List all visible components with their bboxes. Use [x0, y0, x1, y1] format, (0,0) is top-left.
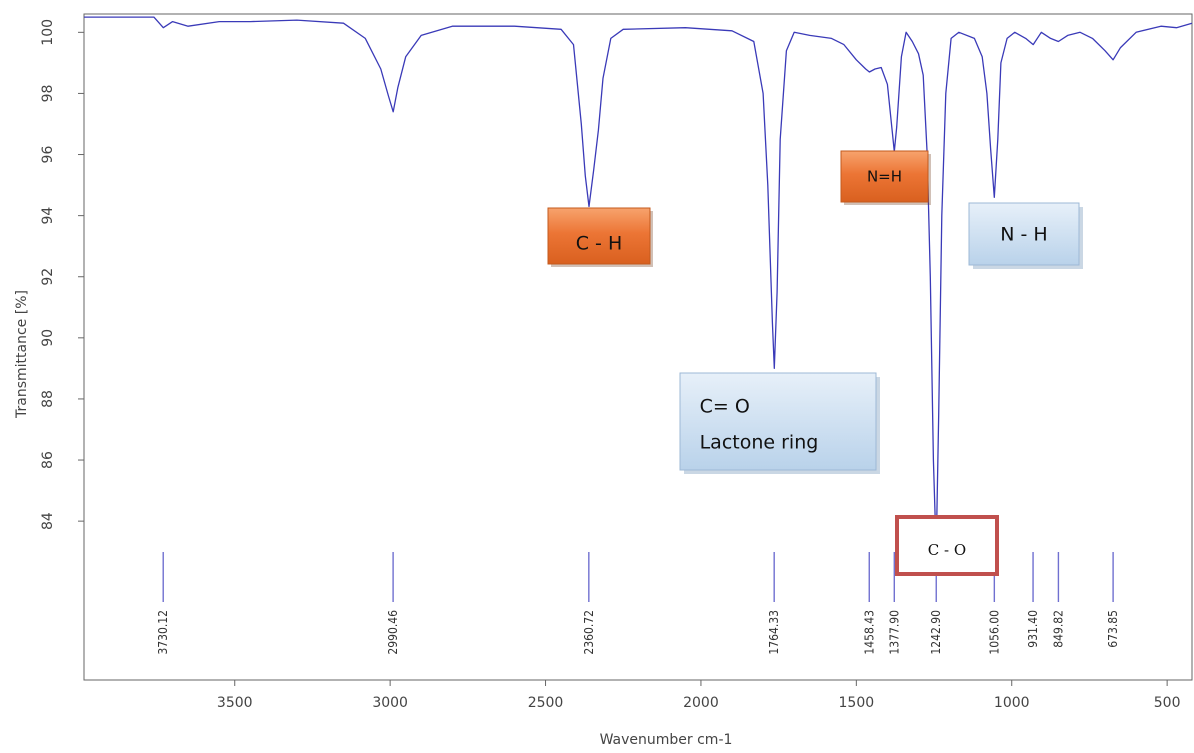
peak-label: 1764.33 — [767, 610, 781, 655]
annotation-box — [895, 515, 999, 576]
x-tick-label: 3500 — [217, 695, 253, 711]
x-tick-label: 1500 — [839, 695, 875, 711]
peak-label: 1377.90 — [887, 610, 901, 655]
annotation-text: C= O — [700, 396, 750, 418]
peak-label: 673.85 — [1106, 610, 1120, 648]
peak-markers: 3730.12 2990.46 2360.72 1764.33 1458.43 1377.… — [156, 552, 1120, 655]
peak-label: 849.82 — [1051, 610, 1065, 648]
y-tick-label: 96 — [40, 146, 56, 164]
annotation-text: C - H — [576, 233, 623, 255]
annotation-box — [679, 372, 877, 471]
y-tick-label: 90 — [40, 329, 56, 347]
y-tick-label: 86 — [40, 451, 56, 469]
x-tick-label: 3000 — [372, 695, 408, 711]
peak-label: 1242.90 — [929, 610, 943, 655]
x-tick-label: 2000 — [683, 695, 719, 711]
peak-label: 1056.00 — [987, 610, 1001, 655]
x-tick-label: 500 — [1154, 695, 1181, 711]
x-tick-label: 1000 — [994, 695, 1030, 711]
y-tick-label: 98 — [40, 85, 56, 103]
y-tick-label: 88 — [40, 390, 56, 408]
y-tick-label: 100 — [40, 19, 56, 46]
peak-label: 3730.12 — [156, 610, 170, 655]
peak-label: 1458.43 — [862, 610, 876, 655]
annotation-ch: C - H — [547, 207, 653, 267]
y-tick-label: 84 — [40, 512, 56, 530]
x-axis-title: Wavenumber cm-1 — [600, 732, 733, 748]
peak-label: 2990.46 — [386, 610, 400, 655]
annotation-text: C - O — [928, 541, 966, 559]
spectrum-series — [84, 16, 1193, 553]
annotation-nh: N - H — [968, 202, 1083, 269]
annotation-text: N=H — [867, 168, 902, 186]
annotations: C - H N=H N - H C= O Lactone ring C - O — [547, 150, 1083, 576]
y-tick-label: 92 — [40, 268, 56, 286]
annotation-co: C - O — [895, 515, 999, 576]
x-tick-label: 2500 — [528, 695, 564, 711]
axes: 3500 3000 2500 2000 1500 1000 500 84 86 88 90 92 94 9… — [14, 13, 1193, 748]
y-axis-title: Transmittance [%] — [14, 290, 30, 419]
annotation-nh-double: N=H — [840, 150, 931, 205]
spectrum-line — [84, 16, 1193, 553]
annotation-box — [840, 150, 929, 203]
y-tick-label: 94 — [40, 207, 56, 225]
annotation-box — [968, 202, 1080, 266]
annotation-text: N - H — [1000, 224, 1047, 246]
annotation-text: Lactone ring — [700, 432, 819, 454]
peak-label: 931.40 — [1026, 610, 1040, 648]
plot-frame — [83, 13, 1193, 681]
peak-label: 2360.72 — [582, 610, 596, 655]
annotation-co-lactone: C= O Lactone ring — [679, 372, 880, 474]
annotation-box — [547, 207, 651, 265]
